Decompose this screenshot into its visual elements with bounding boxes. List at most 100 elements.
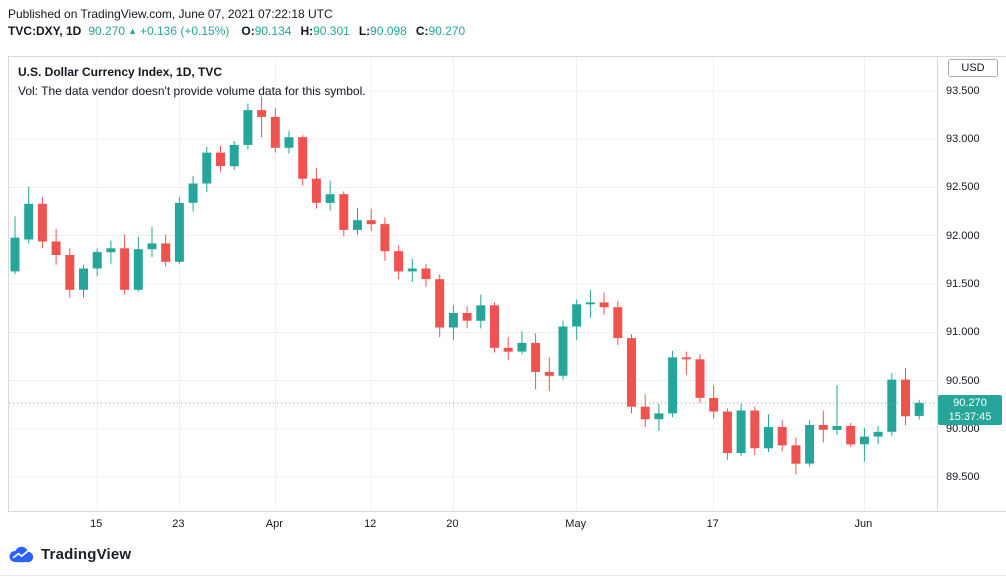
candle: [777, 420, 787, 452]
candle: [120, 234, 130, 295]
symbol-name: TVC:DXY, 1D: [8, 24, 82, 38]
candle: [257, 96, 267, 138]
candle: [585, 289, 595, 318]
open-pair: O:90.134: [241, 24, 291, 38]
candle: [284, 130, 294, 154]
candle: [92, 248, 102, 277]
candle: [65, 248, 75, 298]
last-price-badge: 90.270 15:37:45: [938, 394, 1002, 425]
candle: [106, 240, 116, 264]
candles-svg: [9, 57, 937, 511]
candle: [407, 258, 417, 283]
candle: [339, 191, 349, 236]
candle: [791, 437, 801, 475]
price-axis-label: 93.000: [946, 133, 980, 146]
candle: [188, 175, 198, 212]
candle: [490, 302, 499, 353]
price-axis-label: 92.500: [946, 181, 980, 194]
symbol-summary-line: TVC:DXY, 1D 90.270 ▲ +0.136 (+0.15%) O:9…: [8, 24, 465, 38]
candle: [627, 334, 636, 414]
candle: [846, 423, 856, 448]
tradingview-cloud-logo-icon: [9, 546, 34, 563]
low-pair: L:90.098: [359, 24, 407, 38]
candle: [544, 357, 554, 392]
chart-legend: U.S. Dollar Currency Index, 1D, TVC Vol:…: [18, 65, 366, 98]
candle: [722, 408, 732, 460]
price-axis-label: 90.500: [946, 374, 980, 387]
time-axis-label: 15: [90, 518, 103, 530]
candle: [37, 197, 47, 249]
candle: [613, 301, 623, 345]
candle: [174, 197, 184, 264]
candlestick-plot[interactable]: U.S. Dollar Currency Index, 1D, TVC Vol:…: [8, 56, 938, 512]
candle: [873, 426, 883, 445]
candle: [270, 108, 280, 153]
candle: [859, 427, 869, 462]
volume-note: Vol: The data vendor doesn't provide vol…: [18, 84, 366, 98]
header-price-change: +0.136 (+0.15%): [139, 24, 230, 38]
candle: [216, 145, 225, 172]
candle: [448, 305, 458, 340]
candle: [421, 263, 431, 287]
candle: [503, 337, 513, 361]
candle: [79, 264, 88, 298]
candle: [818, 410, 828, 443]
candle: [202, 146, 212, 193]
badge-price: 90.270: [953, 396, 987, 409]
close-label: C:: [415, 24, 429, 38]
high-label: H:: [300, 24, 314, 38]
candle: [476, 294, 486, 329]
time-axis-label: May: [565, 518, 587, 530]
candle: [681, 351, 691, 375]
candle: [229, 141, 239, 170]
candle: [887, 372, 897, 436]
candle: [366, 208, 376, 231]
price-axis-label: 89.500: [946, 471, 980, 484]
low-value: 90.098: [370, 24, 407, 38]
candle: [394, 245, 404, 280]
candle: [558, 320, 568, 380]
candle: [805, 420, 815, 467]
candle: [736, 403, 746, 456]
candle: [764, 414, 773, 453]
candle: [832, 385, 842, 435]
time-axis[interactable]: 15 23 Apr 12 20 May 17 Jun: [8, 512, 938, 538]
candle: [517, 331, 527, 355]
ohlc-values: O:90.134 H:90.301 L:90.098 C:90.270: [241, 24, 465, 38]
candle: [133, 236, 143, 292]
candle: [24, 186, 34, 244]
close-pair: C:90.270: [416, 24, 465, 38]
candle: [668, 350, 678, 418]
candle: [709, 385, 719, 419]
candle: [462, 306, 472, 329]
high-pair: H:90.301: [300, 24, 349, 38]
candle: [695, 354, 705, 403]
candle: [435, 274, 445, 338]
price-axis-label: 93.500: [946, 84, 980, 97]
high-value: 90.301: [313, 24, 350, 38]
candle: [750, 406, 760, 455]
low-label: L:: [358, 24, 371, 38]
price-axis[interactable]: USD 90.270 15:37:45 93.500 93.000 92.500 92…: [938, 56, 1006, 512]
time-axis-label: 12: [364, 518, 377, 530]
candle: [599, 292, 609, 315]
price-axis-label: 91.000: [946, 326, 980, 339]
time-axis-label: 23: [172, 518, 185, 530]
bottom-divider: [0, 575, 1006, 576]
open-value: 90.134: [254, 24, 292, 38]
price-axis-label: 91.500: [946, 278, 980, 290]
price-axis-label: 92.000: [946, 229, 980, 242]
candle: [353, 207, 362, 235]
badge-countdown: 15:37:45: [948, 410, 992, 423]
chart-title: U.S. Dollar Currency Index, 1D, TVC: [18, 65, 223, 79]
tradingview-wordmark[interactable]: TradingView: [41, 545, 132, 563]
time-axis-label: 17: [706, 518, 719, 530]
chart-area: U.S. Dollar Currency Index, 1D, TVC Vol:…: [8, 56, 1006, 542]
time-axis-label: 20: [446, 518, 459, 530]
candle: [325, 180, 335, 211]
candle: [298, 135, 308, 186]
currency-button[interactable]: USD: [948, 59, 998, 77]
candle: [51, 228, 61, 265]
candle: [914, 399, 924, 420]
